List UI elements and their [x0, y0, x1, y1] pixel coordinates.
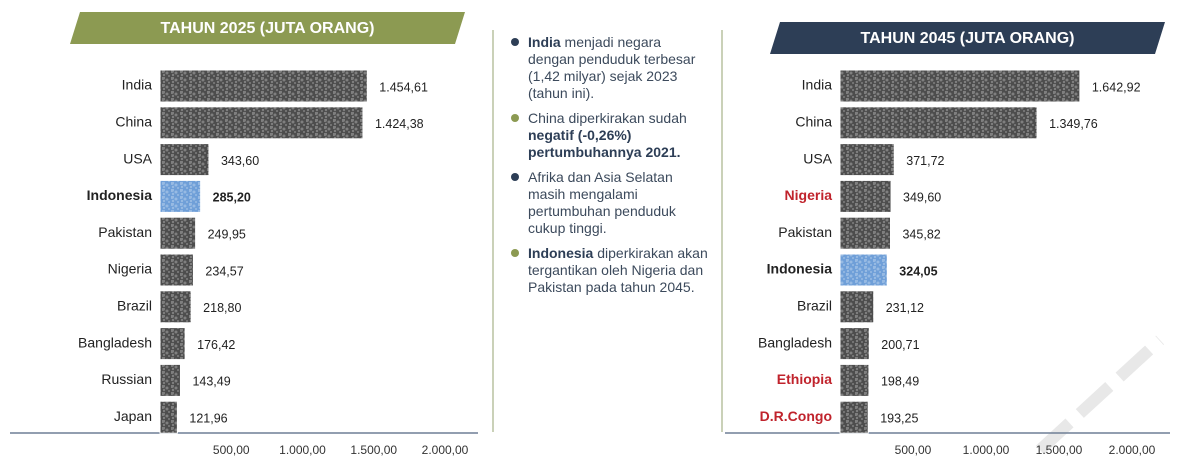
bar	[839, 69, 1081, 103]
category-label: Pakistan	[98, 224, 152, 240]
x-tick-label: 1.000,00	[279, 443, 326, 457]
category-label: D.R.Congo	[760, 408, 832, 424]
bar	[159, 363, 181, 397]
value-label: 285,20	[213, 191, 251, 205]
category-label: China	[115, 114, 152, 130]
note-text: negatif (-0,26%) pertumbuhannya 2021.	[528, 127, 681, 160]
category-label: Brazil	[117, 298, 152, 314]
note-text: diperkirakan akan tergantikan oleh Niger…	[528, 245, 708, 295]
value-label: 249,95	[208, 227, 246, 241]
bar	[839, 106, 1038, 140]
bar	[159, 327, 186, 361]
notes: India menjadi negara dengan penduduk ter…	[508, 34, 708, 304]
chart-title: TAHUN 2045 (JUTA ORANG)	[861, 30, 1075, 47]
x-tick-label: 1.500,00	[350, 443, 397, 457]
bar	[159, 106, 364, 140]
value-label: 193,25	[880, 411, 918, 425]
x-tick-label: 1.000,00	[963, 443, 1010, 457]
bar	[159, 400, 178, 434]
category-label: India	[802, 77, 833, 93]
category-label: India	[122, 77, 153, 93]
value-label: 234,57	[205, 264, 243, 278]
value-label: 218,80	[203, 301, 241, 315]
value-label: 324,05	[899, 264, 937, 278]
note: Indonesia diperkirakan akan tergantikan …	[508, 245, 708, 296]
x-tick-label: 2.000,00	[1109, 443, 1156, 457]
note: Afrika dan Asia Selatan masih mengalami …	[508, 169, 708, 237]
value-label: 349,60	[903, 191, 941, 205]
category-label: Nigeria	[785, 187, 833, 203]
bullet	[511, 38, 519, 46]
bullet	[511, 249, 519, 257]
bar	[159, 253, 194, 287]
watermark	[1035, 335, 1165, 455]
category-label: Indonesia	[87, 187, 153, 203]
x-tick-label: 500,00	[213, 443, 250, 457]
bullet	[511, 114, 519, 122]
note: China diperkirakan sudah negatif (-0,26%…	[508, 110, 708, 161]
note-text: China diperkirakan sudah	[528, 110, 687, 126]
note: India menjadi negara dengan penduduk ter…	[508, 34, 708, 102]
value-label: 200,71	[881, 338, 919, 352]
value-label: 176,42	[197, 338, 235, 352]
category-label: Russian	[101, 371, 152, 387]
bar	[839, 179, 892, 213]
category-label: Ethiopia	[777, 371, 832, 387]
x-tick-label: 500,00	[895, 443, 932, 457]
bar	[839, 400, 869, 434]
category-label: Bangladesh	[758, 334, 832, 350]
value-label: 231,12	[886, 301, 924, 315]
chart-title: TAHUN 2025 (JUTA ORANG)	[161, 20, 375, 37]
value-label: 371,72	[906, 154, 944, 168]
note-text: menjadi negara dengan penduduk terbesar …	[528, 34, 696, 101]
value-label: 143,49	[192, 375, 230, 389]
bar	[839, 253, 888, 287]
note-text: India	[528, 34, 561, 50]
note-text: Indonesia	[528, 245, 594, 261]
value-label: 343,60	[221, 154, 259, 168]
note-text: Afrika dan Asia Selatan masih mengalami …	[528, 169, 676, 236]
category-label: Japan	[114, 408, 152, 424]
title-banner	[770, 22, 1165, 54]
bar	[159, 216, 197, 250]
category-label: Brazil	[797, 298, 832, 314]
category-label: USA	[803, 150, 832, 166]
bullet	[511, 173, 519, 181]
bar	[839, 216, 891, 250]
bar	[839, 143, 895, 177]
value-label: 1.454,61	[379, 80, 428, 94]
bar	[159, 179, 202, 213]
category-label: Indonesia	[767, 261, 833, 277]
category-label: USA	[123, 150, 152, 166]
category-label: Pakistan	[778, 224, 832, 240]
category-label: Nigeria	[108, 261, 153, 277]
value-label: 198,49	[881, 375, 919, 389]
x-tick-label: 2.000,00	[422, 443, 469, 457]
title-banner	[70, 12, 465, 44]
value-label: 1.642,92	[1092, 80, 1141, 94]
bar	[159, 143, 210, 177]
bar	[159, 69, 368, 103]
value-label: 1.424,38	[375, 117, 424, 131]
value-label: 1.349,76	[1049, 117, 1098, 131]
bar	[839, 290, 875, 324]
value-label: 345,82	[902, 227, 940, 241]
bar	[159, 290, 192, 324]
bar	[839, 327, 870, 361]
x-tick-label: 1.500,00	[1036, 443, 1083, 457]
category-label: China	[795, 114, 832, 130]
category-label: Bangladesh	[78, 334, 152, 350]
bar	[839, 363, 870, 397]
value-label: 121,96	[189, 411, 227, 425]
